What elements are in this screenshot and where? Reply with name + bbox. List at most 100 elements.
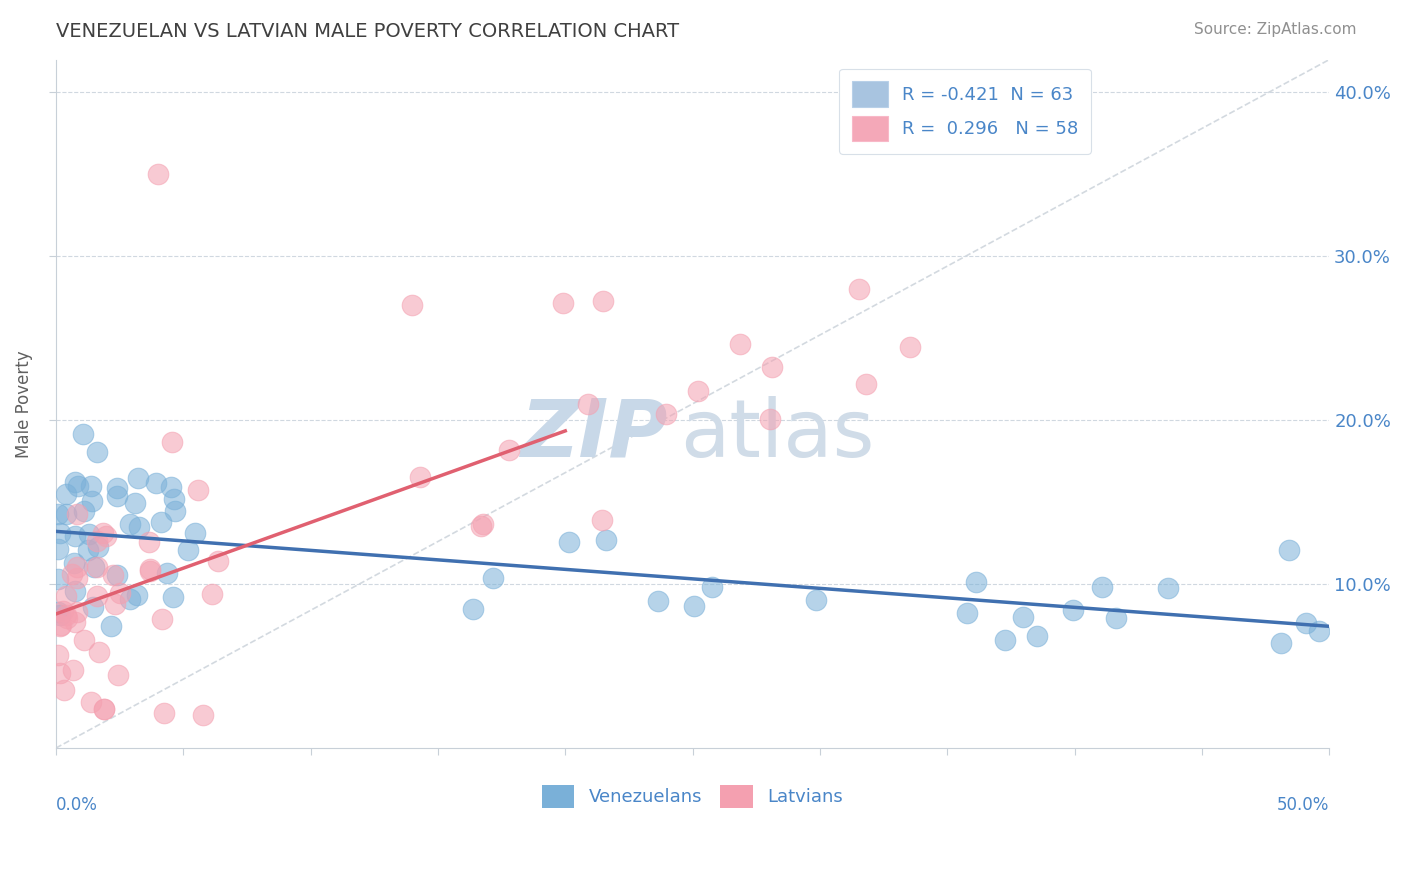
Point [1157, 582, 1180, 596]
Point [576, 397, 599, 411]
Point [77, 542, 100, 557]
Point [855, 377, 877, 392]
Point [127, 470, 149, 484]
Point [94, 529, 117, 543]
Point [128, 520, 150, 534]
Point [46, 541, 69, 556]
Point [153, 706, 176, 721]
Point [759, 412, 782, 426]
Point [965, 574, 987, 589]
Point [104, 597, 127, 611]
Point [83, 560, 105, 574]
Point [86, 533, 108, 548]
Point [101, 568, 124, 582]
Point [86, 560, 108, 574]
Text: 50.0%: 50.0% [1277, 797, 1329, 814]
Point [80, 479, 103, 493]
Point [558, 535, 581, 549]
Point [207, 554, 229, 568]
Point [956, 607, 979, 621]
Point [728, 337, 751, 351]
Point [73, 504, 96, 518]
Point [592, 293, 614, 308]
Point [160, 434, 183, 449]
Point [848, 282, 870, 296]
Y-axis label: Male Poverty: Male Poverty [15, 350, 32, 458]
Point [655, 407, 678, 421]
Point [82, 600, 104, 615]
Point [127, 588, 149, 602]
Point [162, 591, 184, 605]
Point [408, 470, 430, 484]
Point [86, 444, 108, 458]
Point [994, 633, 1017, 648]
Point [105, 568, 128, 582]
Point [62, 566, 84, 581]
Legend: Venezuelans, Latvians: Venezuelans, Latvians [534, 778, 851, 814]
Point [46, 605, 69, 619]
Point [1308, 624, 1330, 639]
Point [553, 296, 575, 310]
Point [806, 593, 828, 607]
Point [591, 513, 613, 527]
Text: 0.0%: 0.0% [56, 797, 98, 814]
Point [87, 540, 110, 554]
Point [191, 708, 214, 723]
Point [46, 572, 69, 586]
Text: VENEZUELAN VS LATVIAN MALE POVERTY CORRELATION CHART: VENEZUELAN VS LATVIAN MALE POVERTY CORRE… [56, 22, 679, 41]
Point [118, 517, 141, 532]
Point [65, 615, 87, 629]
Point [62, 663, 84, 677]
Point [138, 564, 160, 578]
Point [66, 508, 89, 522]
Point [162, 492, 184, 507]
Point [165, 504, 187, 518]
Point [1091, 580, 1114, 594]
Point [55, 487, 77, 501]
Point [108, 586, 131, 600]
Point [72, 427, 94, 442]
Point [1278, 543, 1301, 558]
Point [1062, 603, 1084, 617]
Point [65, 529, 87, 543]
Point [55, 507, 77, 521]
Point [67, 478, 90, 492]
Text: Source: ZipAtlas.com: Source: ZipAtlas.com [1194, 22, 1357, 37]
Point [77, 526, 100, 541]
Point [187, 483, 209, 497]
Point [55, 608, 77, 623]
Point [898, 340, 921, 354]
Point [66, 559, 89, 574]
Point [46, 508, 69, 522]
Point [201, 587, 224, 601]
Point [73, 633, 96, 648]
Point [683, 599, 706, 614]
Text: atlas: atlas [681, 396, 875, 474]
Point [93, 702, 115, 716]
Point [1012, 609, 1035, 624]
Point [761, 359, 783, 374]
Point [463, 602, 485, 616]
Point [100, 618, 122, 632]
Point [49, 618, 72, 632]
Point [482, 571, 505, 585]
Point [105, 489, 128, 503]
Point [401, 298, 423, 312]
Point [66, 571, 89, 585]
Point [470, 519, 492, 533]
Point [595, 533, 617, 547]
Point [702, 581, 724, 595]
Point [120, 592, 142, 607]
Point [55, 590, 77, 604]
Point [49, 666, 72, 681]
Point [471, 516, 494, 531]
Point [56, 611, 79, 625]
Point [66, 605, 89, 619]
Point [498, 442, 520, 457]
Point [93, 702, 115, 716]
Point [1270, 636, 1292, 650]
Point [160, 480, 183, 494]
Point [138, 535, 160, 549]
Point [105, 481, 128, 495]
Point [49, 526, 72, 541]
